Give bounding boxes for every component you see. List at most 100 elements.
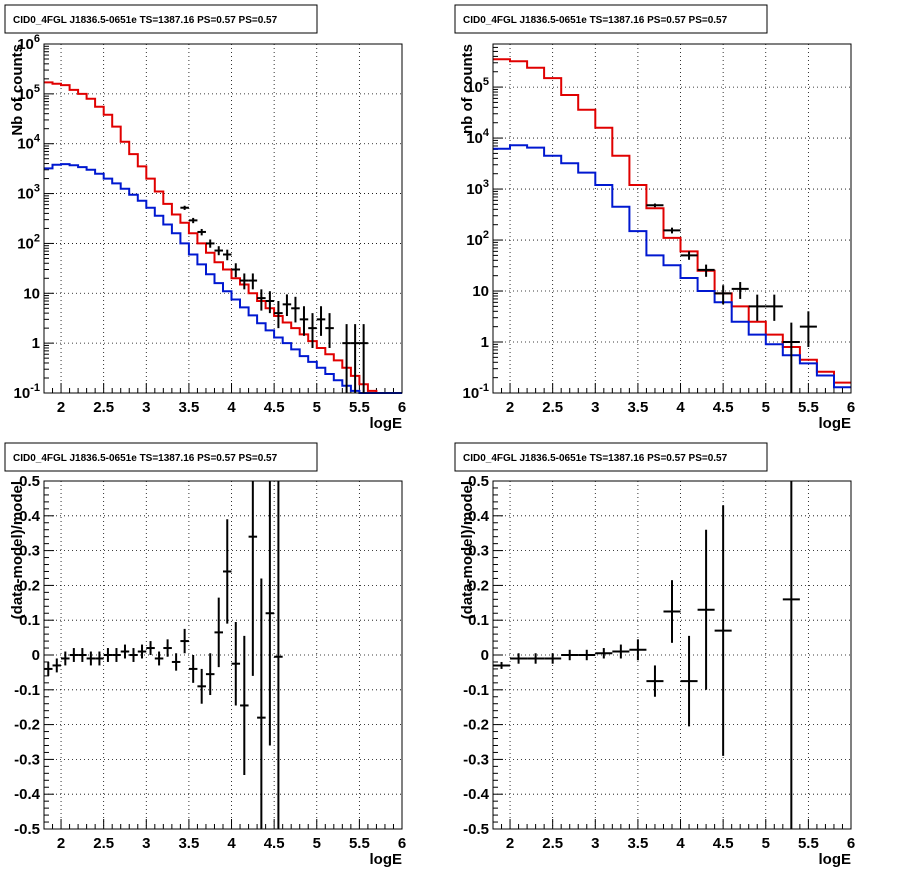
data-point <box>120 644 130 659</box>
x-tick-label: 4 <box>227 399 236 416</box>
y-tick-label: -0.2 <box>14 717 40 734</box>
data-point <box>248 273 258 290</box>
x-tick-label: 3.5 <box>178 835 199 852</box>
y-axis-title: Nb of counts <box>9 44 26 136</box>
data-point <box>112 648 121 662</box>
y-tick-label: -0.5 <box>14 821 40 838</box>
data-point <box>274 301 283 329</box>
chart-title: CID0_4FGL J1836.5-0651e TS=1387.16 PS=0.… <box>463 15 728 26</box>
y-axis-title: (data-model)/model <box>459 481 476 619</box>
data-point <box>231 621 241 706</box>
x-tick-label: 6 <box>847 399 855 416</box>
y-tick-label: 0.2 <box>19 577 40 594</box>
chart-panel-residuals-left: CID0_4FGL J1836.5-0651e TS=1387.16 PS=0.… <box>4 442 406 868</box>
y-tick-label: -0.1 <box>14 682 40 699</box>
axis-ticks <box>43 480 403 830</box>
data-point <box>714 285 732 305</box>
y-tick-label: 103 <box>17 183 40 203</box>
x-tick-label: 5 <box>313 835 321 852</box>
series-line-0 <box>44 81 402 394</box>
data-point <box>154 651 164 666</box>
x-tick-label: 3 <box>142 399 150 416</box>
data-point <box>663 227 681 234</box>
data-point <box>308 313 317 348</box>
title-box <box>4 4 318 34</box>
data-point <box>257 578 266 829</box>
data-point <box>103 648 113 662</box>
data-point <box>342 324 351 393</box>
data-point <box>188 655 198 683</box>
y-tick-label: 105 <box>466 76 489 96</box>
y-tick-label: 0.5 <box>468 473 489 490</box>
y-tick-label: -0.4 <box>463 786 490 803</box>
plot-frame <box>43 480 403 830</box>
x-tick-label: 4 <box>227 835 236 852</box>
grid <box>493 44 851 393</box>
chart-title: CID0_4FGL J1836.5-0651e TS=1387.16 PS=0.… <box>13 453 278 464</box>
data-point <box>180 628 189 654</box>
x-tick-label: 6 <box>398 835 406 852</box>
y-tick-label: 0.4 <box>19 508 41 525</box>
y-tick-label: -0.1 <box>463 682 489 699</box>
data-point <box>282 294 292 317</box>
y-tick-label: 0.1 <box>19 612 40 629</box>
data-point <box>223 249 232 261</box>
data-point <box>646 665 664 697</box>
data-point <box>299 306 309 336</box>
data-point <box>44 661 53 676</box>
y-tick-label: 105 <box>17 83 40 103</box>
title-box <box>4 442 318 472</box>
data-point <box>223 519 232 624</box>
x-tick-label: 2.5 <box>93 399 114 416</box>
x-tick-label: 3 <box>591 399 599 416</box>
chart-panel-counts-left: CID0_4FGL J1836.5-0651e TS=1387.16 PS=0.… <box>4 4 406 432</box>
grid <box>493 481 851 829</box>
data-point <box>350 324 360 393</box>
x-tick-label: 2.5 <box>542 399 563 416</box>
data-point <box>274 481 283 829</box>
x-axis-title: logE <box>370 415 403 432</box>
y-tick-label: 103 <box>466 178 489 198</box>
data-point <box>257 289 266 311</box>
x-tick-label: 5 <box>762 835 770 852</box>
data-point <box>561 649 579 661</box>
data-point <box>95 651 104 666</box>
y-tick-label: -0.3 <box>14 751 40 768</box>
x-tick-label: 2 <box>506 835 514 852</box>
axis-ticks <box>492 43 852 394</box>
x-tick-label: 3 <box>591 835 599 852</box>
data-point <box>359 324 368 393</box>
chart-panel-residuals-right: CID0_4FGL J1836.5-0651e TS=1387.16 PS=0.… <box>454 442 855 868</box>
data-point <box>714 505 732 756</box>
data-point <box>291 296 300 323</box>
data-point <box>231 263 241 278</box>
x-tick-label: 6 <box>398 399 406 416</box>
data-point <box>265 291 275 314</box>
data-point <box>325 313 334 348</box>
x-tick-label: 2 <box>506 399 514 416</box>
y-axis-title: (data-model)/model <box>9 481 26 619</box>
y-tick-label: 10 <box>472 283 489 300</box>
data-point <box>129 648 138 662</box>
data-point <box>680 635 698 727</box>
data-point <box>171 653 181 671</box>
x-axis-title: logE <box>819 415 852 432</box>
y-tick-label: 0.4 <box>468 508 490 525</box>
data-point <box>748 294 766 321</box>
x-tick-label: 4.5 <box>264 399 285 416</box>
x-tick-label: 5 <box>762 399 770 416</box>
y-tick-label: -0.5 <box>463 821 489 838</box>
data-point <box>205 239 215 248</box>
y-tick-label: 104 <box>17 133 41 153</box>
data-point <box>240 635 249 776</box>
title-box <box>454 442 768 472</box>
data-point <box>214 597 223 668</box>
y-tick-label: 0 <box>32 647 40 664</box>
y-tick-label: 102 <box>17 232 40 252</box>
x-tick-label: 4 <box>676 835 685 852</box>
title-box <box>454 4 768 34</box>
x-tick-label: 3.5 <box>627 835 648 852</box>
data-point <box>799 311 817 347</box>
data-point <box>205 653 215 696</box>
x-tick-label: 4 <box>676 399 685 416</box>
